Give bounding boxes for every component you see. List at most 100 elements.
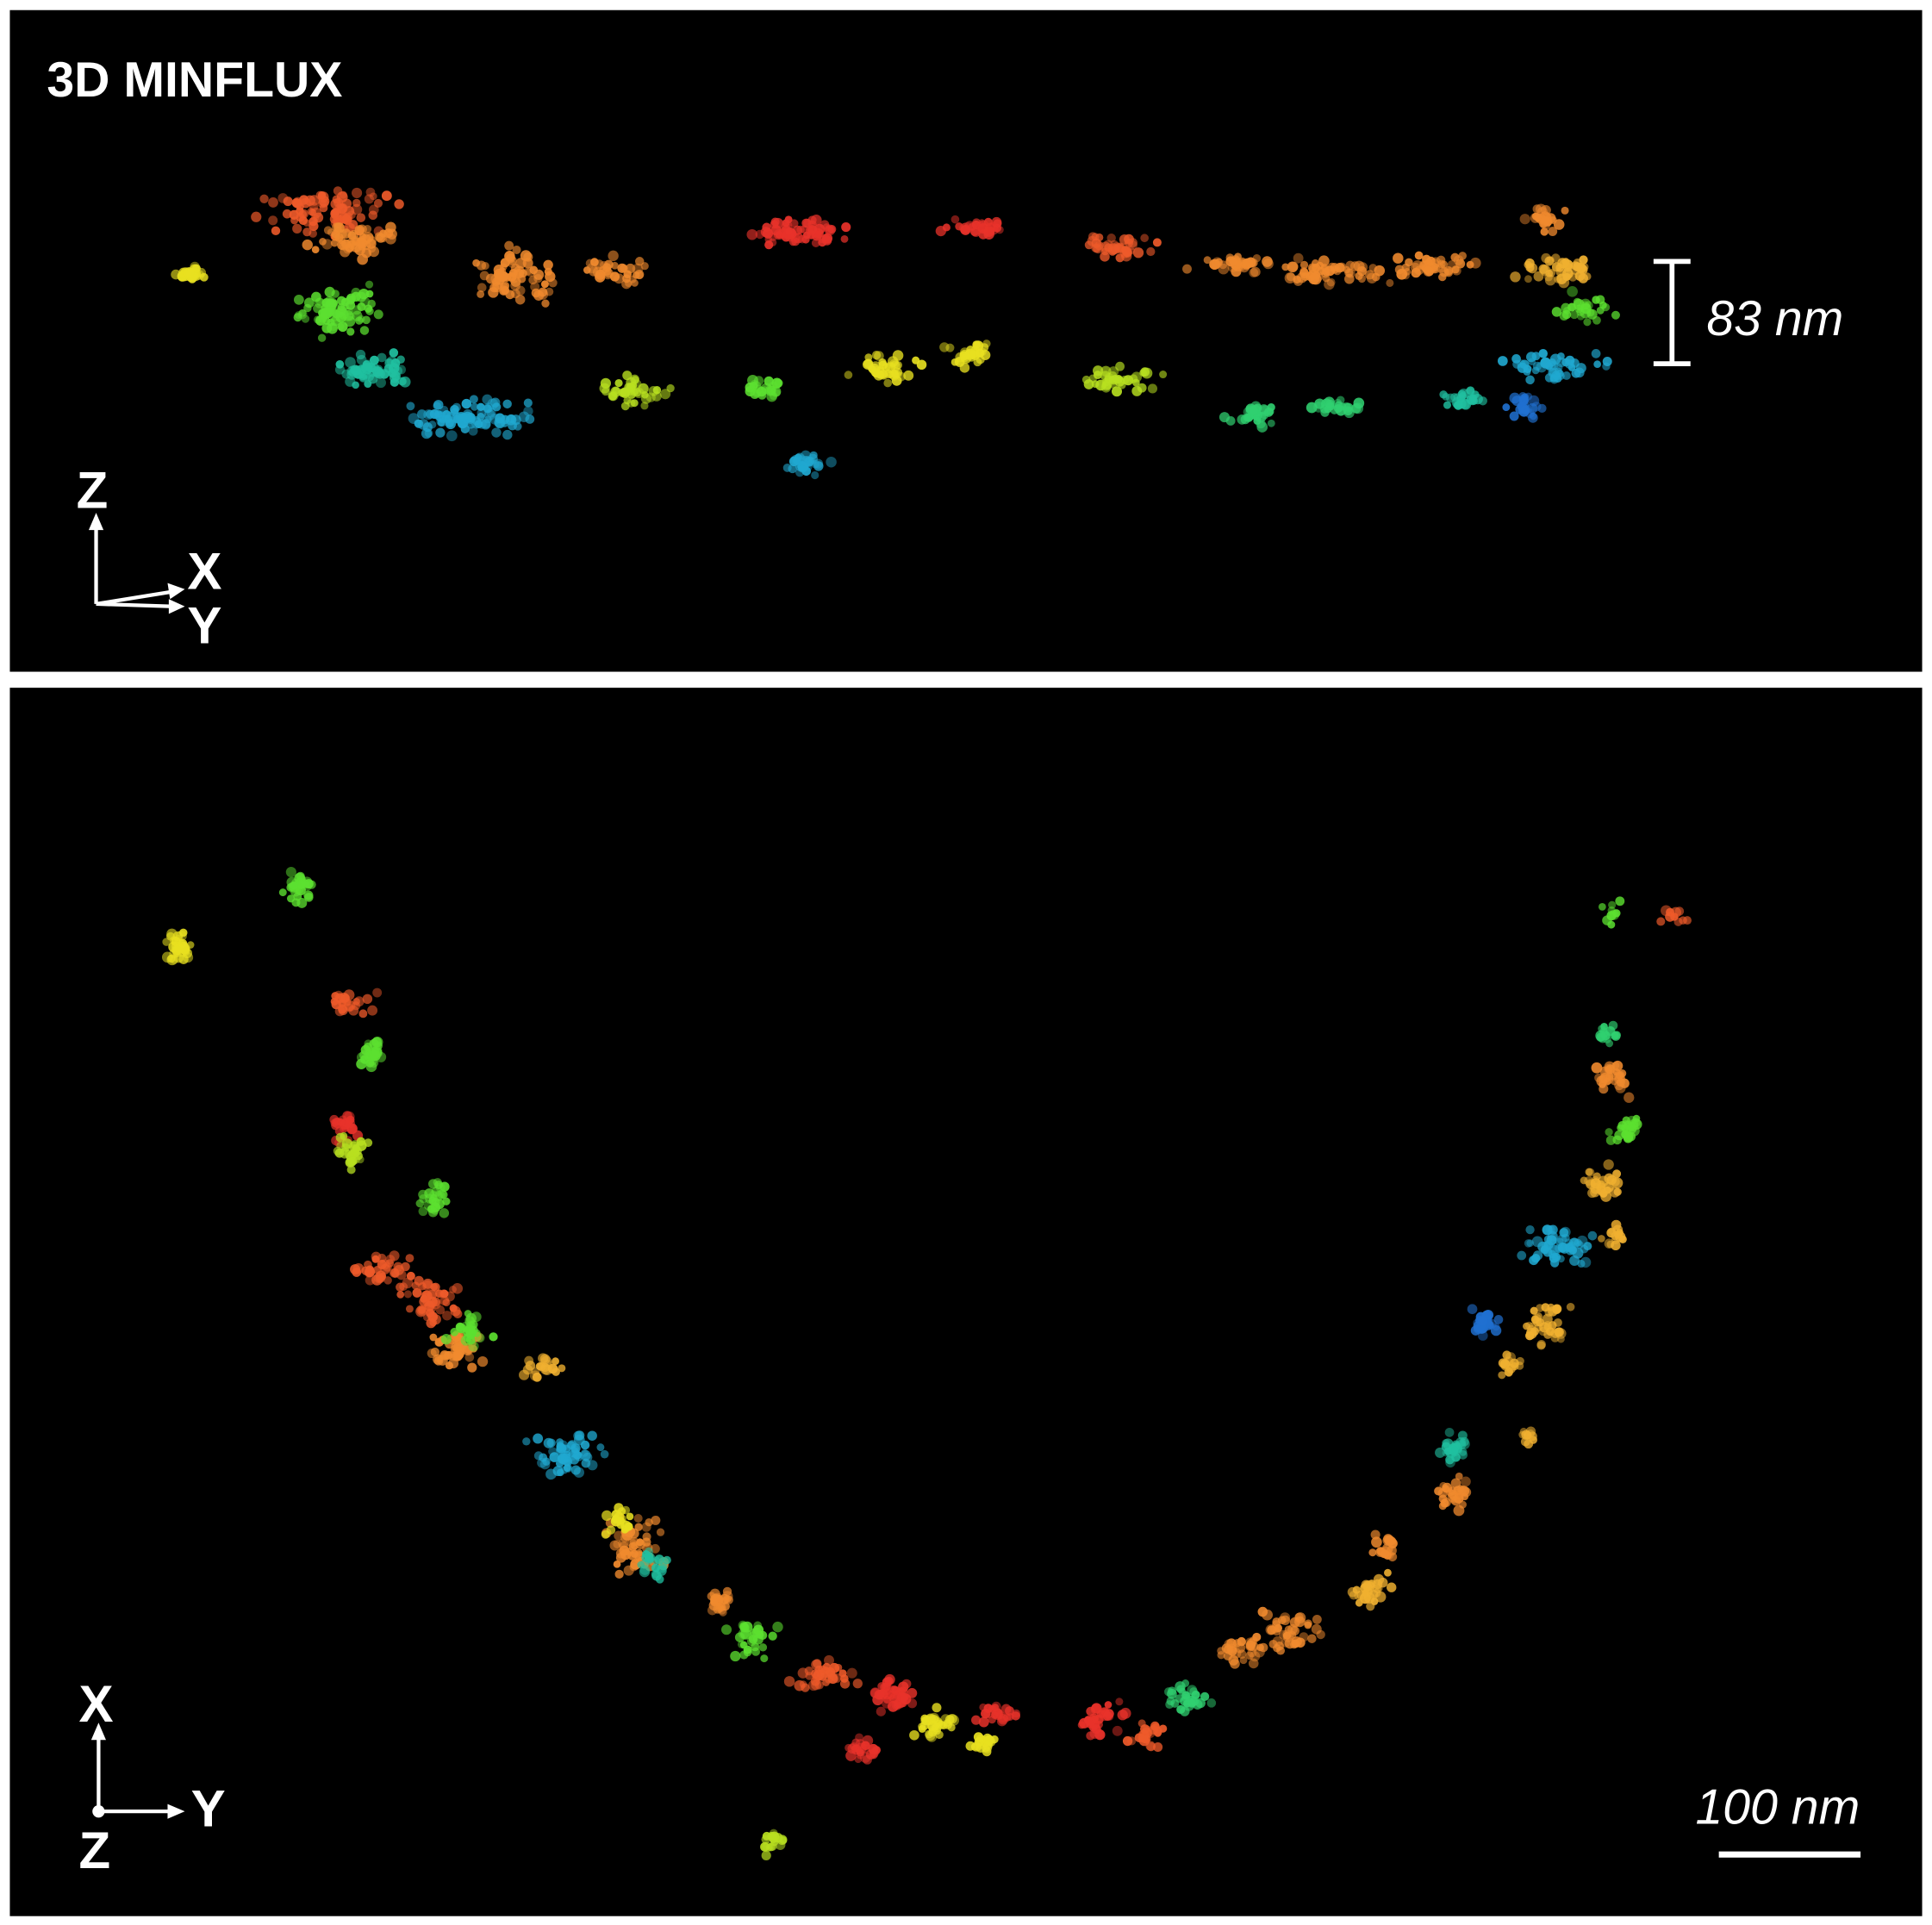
localization-dot [988,1705,996,1713]
localization-dot [319,238,327,246]
localization-dot [1091,380,1100,389]
localization-dot [311,246,320,254]
localization-dot [495,418,506,429]
localization-dot [1122,1735,1133,1747]
localization-dot [608,250,619,262]
localization-dot [1604,1061,1616,1073]
localization-dot [1115,361,1125,371]
localization-dot [652,385,662,395]
localization-dot [1590,1187,1600,1198]
localization-dot [811,1659,822,1670]
localization-dot [627,1538,637,1548]
localization-dot [639,1567,651,1578]
localization-dot [365,1275,376,1286]
localization-dot [978,1716,989,1728]
localization-dot [1595,1030,1606,1042]
localization-dot [442,1311,452,1321]
localization-dot [362,315,371,325]
localization-dot [1458,388,1469,400]
localization-dot [651,1563,660,1573]
localization-dot [355,316,364,325]
localization-dot [770,386,782,397]
localization-dot [634,257,645,266]
localization-dot [1165,1700,1175,1710]
localization-dot [942,223,950,232]
localization-dot [1203,256,1212,265]
localization-dot [178,938,188,949]
localization-dot [863,1754,872,1765]
localization-dot [1532,204,1542,214]
localization-dot [1521,393,1530,402]
localization-dot [813,461,824,471]
localization-dot [573,1434,585,1446]
localization-dot [876,1689,888,1700]
localization-dot [505,414,517,426]
localization-dot [1443,1447,1452,1455]
localization-dot [1549,374,1559,383]
localization-dot [1519,359,1530,370]
localization-dot [761,1835,770,1844]
localization-dot [1450,252,1460,262]
localization-dot [346,327,355,336]
localization-dot [797,461,809,472]
localization-dot [1200,1691,1210,1702]
localization-dot [964,221,975,231]
localization-dot [1549,1253,1559,1263]
localization-dot [399,376,411,388]
localization-dot [323,226,333,235]
localization-dot [645,392,656,402]
localization-dot [974,1736,985,1747]
localization-dot [892,350,904,361]
localization-dot [490,397,501,408]
localization-dot [626,386,635,396]
localization-dot [1614,1231,1623,1239]
localization-dot [982,340,991,348]
localization-dot [876,365,885,374]
localization-dot [304,195,315,206]
localization-dot [367,299,376,308]
localization-dot [1609,1187,1621,1198]
localization-dot [526,266,536,277]
localization-dot [764,240,774,250]
localization-dot [1458,1485,1468,1495]
localization-dot [620,1520,632,1531]
localization-dot [1299,260,1309,270]
localization-dot [424,1188,435,1199]
localization-dot [826,1668,834,1678]
localization-dot [838,1669,847,1678]
localization-dot [1086,1706,1096,1716]
localization-dot [179,928,188,938]
localization-dot [442,1197,451,1205]
localization-dot [277,193,289,203]
localization-dot [1370,1529,1380,1540]
localization-dot [755,229,765,240]
localization-dot [336,296,346,306]
localization-dot [335,1132,346,1143]
localization-dot [1139,369,1148,377]
localization-dot [614,378,623,388]
localization-dot [1541,252,1551,264]
localization-dot [890,1685,899,1694]
localization-dot [1410,262,1421,273]
localization-dot [1497,356,1508,366]
localization-dot [290,881,298,890]
localization-dot [285,866,296,878]
localization-dot [558,1364,566,1373]
localization-dot [313,212,324,223]
localization-dot [1583,318,1592,327]
localization-dot [446,430,458,442]
localization-dot [415,1305,427,1318]
localization-dot [801,450,811,461]
localization-dot [1011,1711,1020,1721]
localization-dot [1147,383,1158,394]
localization-dot [466,419,476,429]
localization-dot [1543,1323,1552,1331]
localization-dot [768,1631,777,1641]
localization-dot [1455,398,1467,409]
localization-dot [1092,243,1102,253]
localization-dot [1310,273,1322,285]
localization-dot [1239,1656,1248,1665]
localization-dot [1122,246,1132,257]
localization-dot [1175,1681,1186,1692]
localization-dot [1583,272,1592,281]
